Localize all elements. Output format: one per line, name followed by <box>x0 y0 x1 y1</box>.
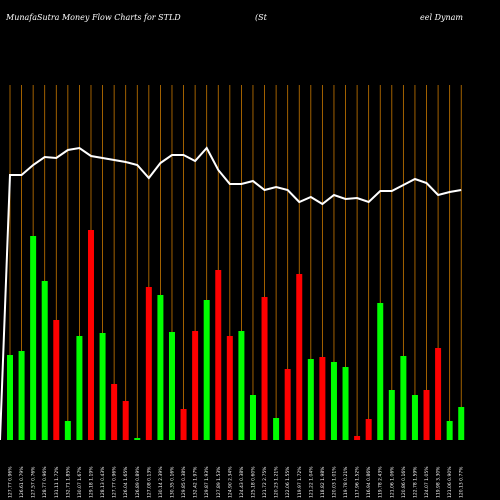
x-tick-label: 129.87 1.93% <box>204 466 210 498</box>
x-tick-label: 124.43 0.38% <box>239 466 245 498</box>
bar <box>423 390 430 440</box>
bar <box>377 303 384 440</box>
x-tick-label: 126.04 1.65% <box>123 466 129 498</box>
x-tick-label: 125.18 0.60% <box>250 466 256 498</box>
bar <box>411 395 418 440</box>
bar <box>99 333 106 440</box>
bar <box>319 357 326 440</box>
x-tick-label: 121.06 0.90% <box>447 466 453 498</box>
x-tick-label: 131.11 1.72% <box>54 466 60 498</box>
bar <box>122 401 129 440</box>
bar <box>354 436 361 440</box>
bar <box>41 281 48 440</box>
bar <box>296 274 303 440</box>
bar <box>134 438 141 440</box>
x-tick-label: 130.07 1.67% <box>77 466 83 498</box>
x-tick-label: 121.72 2.75% <box>262 466 268 498</box>
x-tick-label: 119.78 2.43% <box>378 466 384 498</box>
bar <box>203 300 210 440</box>
x-tick-label: 120.23 1.21% <box>274 466 280 498</box>
x-tick-label: 130.35 0.16% <box>169 466 175 498</box>
x-tick-label: 128.13 0.43% <box>100 466 106 498</box>
bar <box>284 369 291 440</box>
bar <box>365 419 372 440</box>
x-tick-label: 130.14 2.39% <box>158 466 164 498</box>
x-tick-label: 127.57 0.76% <box>31 466 37 498</box>
bar <box>215 270 222 440</box>
bar <box>64 421 71 440</box>
chart-subtitle: eel Dynam <box>420 13 463 22</box>
chart-subtitle: (St <box>255 13 268 22</box>
x-tick-label: 117.96 1.52% <box>355 466 361 498</box>
bar <box>30 236 37 440</box>
bar <box>226 336 233 440</box>
bar <box>18 351 25 440</box>
bar <box>342 367 349 440</box>
bar <box>145 287 152 440</box>
x-tick-label: 129.85 0.38% <box>181 466 187 498</box>
bar <box>192 331 199 440</box>
bar <box>400 356 407 440</box>
x-tick-label: 127.89 1.53% <box>216 466 222 498</box>
x-tick-label: 119.78 0.21% <box>343 466 349 498</box>
x-tick-label: 120.03 1.01% <box>331 466 337 498</box>
x-tick-label: 119.98 3.30% <box>436 466 442 498</box>
bar <box>435 348 442 440</box>
bar <box>76 336 83 440</box>
x-tick-label: 121.22 1.04% <box>308 466 314 498</box>
x-tick-label: 126.89 0.89% <box>135 466 141 498</box>
x-tick-label: 120.86 0.16% <box>401 466 407 498</box>
x-tick-label: 129.18 1.19% <box>88 466 94 498</box>
x-tick-label: 121.06 1.06% <box>389 466 395 498</box>
bar <box>458 407 465 440</box>
chart-title: MunafaSutra Money Flow Charts for STLD <box>5 13 181 22</box>
bar <box>273 418 280 440</box>
bar <box>168 332 175 440</box>
x-tick-label: 122.06 1.55% <box>285 466 291 498</box>
x-tick-label: 126.61 0.79% <box>19 466 25 498</box>
bar <box>180 409 187 440</box>
x-tick-label: 124.90 2.34% <box>227 466 233 498</box>
x-tick-label: 124.07 1.05% <box>424 466 430 498</box>
x-tick-label: 122.78 1.59% <box>412 466 418 498</box>
bar <box>87 230 94 440</box>
bar <box>261 297 268 440</box>
x-tick-label: 132.42 1.97% <box>193 466 199 498</box>
bar <box>111 384 118 440</box>
bar <box>7 355 13 440</box>
bar <box>238 331 245 440</box>
x-tick-label: 116.94 0.86% <box>366 466 372 498</box>
bar <box>446 421 453 440</box>
x-tick-label: 119.97 1.72% <box>297 466 303 498</box>
price-line <box>0 146 462 441</box>
x-tick-label: 118.82 1.98% <box>320 466 326 498</box>
bar <box>330 362 337 440</box>
bar <box>307 359 314 440</box>
x-tick-label: 127.77 0.96% <box>8 466 14 498</box>
bar <box>388 390 395 440</box>
x-tick-label: 127.77 0.96% <box>112 466 118 498</box>
x-tick-label: 127.08 0.13% <box>146 466 152 498</box>
bar <box>249 395 256 440</box>
x-tick-label: 120.13 0.77% <box>459 466 465 498</box>
x-tick-label: 132.71 1.85% <box>65 466 71 498</box>
x-tick-label: 128.77 0.96% <box>42 466 48 498</box>
bar <box>157 295 164 440</box>
bar <box>53 320 60 440</box>
